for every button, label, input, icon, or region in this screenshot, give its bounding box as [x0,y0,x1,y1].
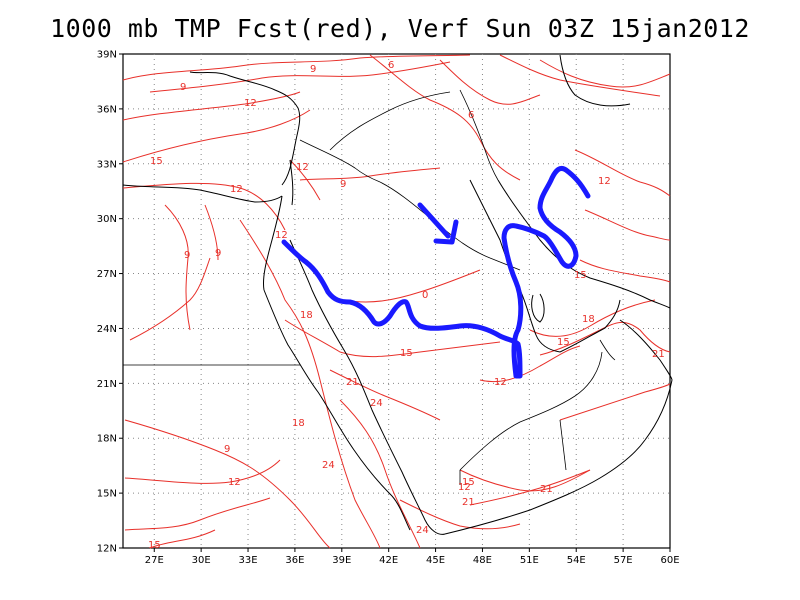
contour-label: 12 [230,184,243,195]
lon-tick-label: 30E [192,555,211,566]
contour-label: 9 [184,250,190,261]
contour-label: 12 [296,162,309,173]
contour-label: 12 [228,477,241,488]
latitude-labels: 39N 36N 33N 30N 27N 24N 21N 18N 15N 12N [97,50,123,555]
map-frame [122,53,671,549]
lat-tick-label: 36N [97,104,117,115]
contour-label: 24 [416,525,429,536]
lon-tick-label: 48E [473,555,492,566]
lon-tick-label: 51E [520,555,539,566]
contour-label: 21 [540,484,553,495]
annotation-arrow [417,202,459,245]
contour-label: 12 [275,230,288,241]
lon-tick-label: 45E [426,555,445,566]
lon-tick-label: 27E [145,555,164,566]
contour-label: 18 [292,418,305,429]
contour-label: 9 [224,444,230,455]
lon-tick-label: 42E [379,555,398,566]
lon-tick-label: 54E [567,555,586,566]
contour-label: 12 [244,98,257,109]
lon-tick-label: 57E [614,555,633,566]
coastlines [122,54,673,535]
contour-label: 15 [462,477,475,488]
lat-tick-label: 15N [97,489,117,500]
lat-tick-label: 12N [97,544,117,555]
temperature-contours [122,54,671,549]
lat-tick-label: 27N [97,269,117,280]
contour-label: 12 [598,176,611,187]
contour-label: 6 [468,110,474,121]
map-title: 1000 mb TMP Fcst(red), Verf Sun 03Z 15ja… [50,14,750,43]
contour-label: 15 [400,348,413,359]
contour-label: 6 [388,60,394,71]
annotation-outline [281,165,591,379]
contour-label: 21 [346,377,359,388]
lon-tick-label: 60E [660,555,679,566]
contour-label: 0 [422,290,428,301]
lon-tick-label: 39E [332,555,351,566]
contour-label: 12 [458,482,471,493]
lat-tick-label: 39N [97,50,117,61]
contour-label: 9 [180,82,186,93]
lat-tick-label: 24N [97,324,117,335]
contour-label: 9 [310,64,316,75]
lon-tick-label: 33E [239,555,258,566]
lat-tick-label: 18N [97,434,117,445]
contour-label: 9 [340,179,346,190]
contour-label: 15 [574,270,587,281]
contour-label: 21 [462,497,475,508]
lat-tick-label: 30N [97,214,117,225]
contour-label: 12 [494,377,507,388]
contour-label: 15 [148,540,161,551]
contour-label: 18 [582,314,595,325]
annotation-layer [281,165,591,379]
contour-label: 21 [652,349,665,360]
lon-tick-label: 36E [285,555,304,566]
contour-label: 24 [370,398,383,409]
contour-label: 9 [215,248,221,259]
contour-labels: 9 12 6 6 15 9 12 9 12 9 12 9 0 15 18 15 … [148,60,665,551]
contour-label: 24 [322,460,335,471]
lat-tick-label: 21N [97,379,117,390]
contour-label: 15 [557,337,570,348]
longitude-labels: 27E 30E 33E 36E 39E 42E 45E 48E 51E 54E 57E 60E [145,548,680,566]
contour-label: 18 [300,310,313,321]
grid-lines [123,54,670,548]
lat-tick-label: 33N [97,159,117,170]
contour-label: 15 [150,156,163,167]
